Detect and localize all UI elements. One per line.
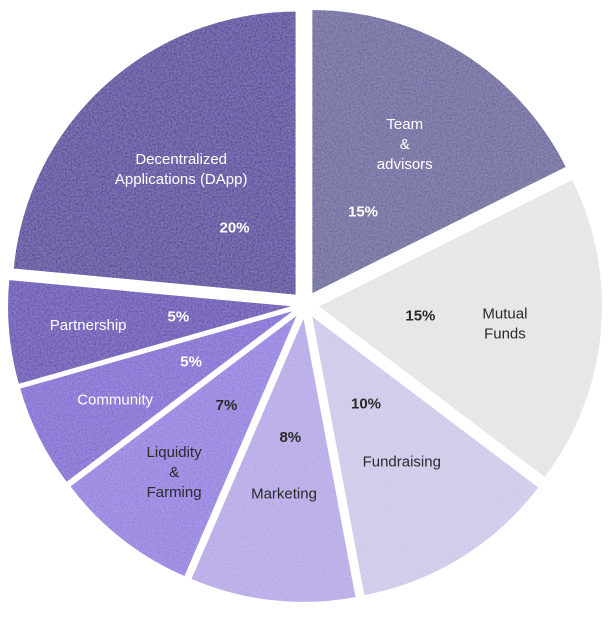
pie-slice-1: [312, 10, 566, 294]
slice-percent-6: 5%: [180, 354, 202, 371]
slice-percent-3: 10%: [351, 396, 381, 413]
slice-percent-4: 8%: [279, 429, 301, 446]
slice-label-3: Fundraising: [363, 453, 441, 470]
slice-label-8: Decentralized Applications (DApp): [115, 151, 248, 188]
pie-slice-8: [13, 11, 296, 295]
pie-slice-5: [70, 316, 297, 576]
pie-slice-6: [20, 311, 293, 482]
pie-slice-3: [312, 316, 539, 596]
slice-label-2: Mutual Funds: [482, 306, 527, 343]
slice-label-7: Partnership: [50, 317, 127, 334]
slice-percent-7: 5%: [167, 309, 189, 326]
pie-slice-2: [318, 180, 602, 477]
pie-labels: Team & advisors 15% Mutual Funds 15% Fundraisin…: [50, 116, 528, 502]
pie-slice-7: [8, 280, 292, 384]
pie-slices: [8, 10, 602, 602]
slice-percent-1: 15%: [348, 203, 378, 220]
slice-percent-5: 7%: [216, 397, 238, 414]
pie-slice-4: [191, 318, 356, 602]
slice-percent-8: 20%: [220, 220, 250, 237]
slice-label-6: Community: [77, 392, 153, 409]
slice-label-1: Team & advisors: [377, 116, 433, 173]
slice-label-5: Liquidity & Farming: [147, 444, 203, 501]
slice-percent-2: 15%: [405, 308, 435, 325]
slice-label-4: Marketing: [251, 485, 317, 502]
